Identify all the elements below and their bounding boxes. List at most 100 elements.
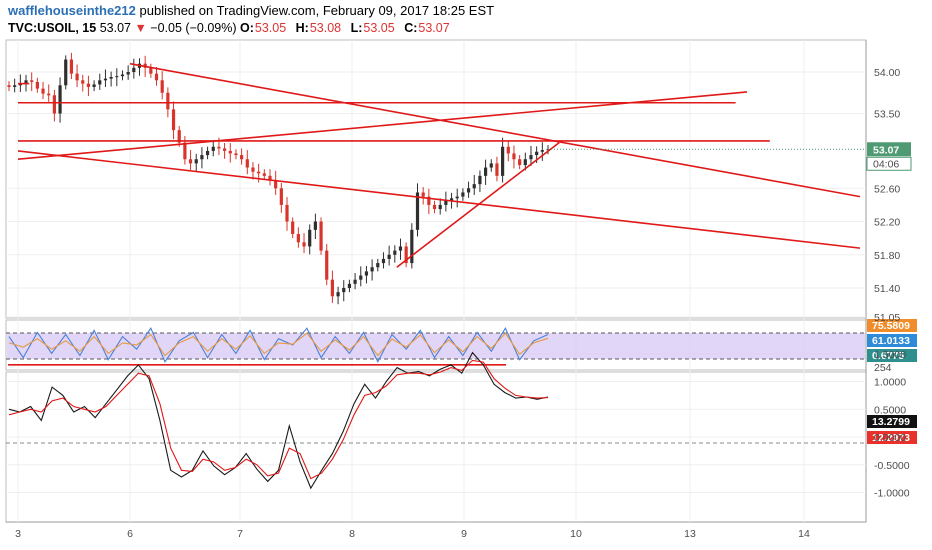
candle-body xyxy=(58,85,62,114)
candle-body xyxy=(291,221,295,234)
stoch-value-badge xyxy=(867,319,917,332)
candle-body xyxy=(109,76,113,79)
candle-body xyxy=(279,188,283,205)
candle-body xyxy=(455,196,459,199)
candle-body xyxy=(444,200,448,205)
candle-body xyxy=(404,246,408,264)
candle-body xyxy=(194,159,198,164)
symbol-line: TVC:USOIL, 15 53.07 ▼ −0.05 (−0.09%) O:5… xyxy=(8,21,456,35)
candle-body xyxy=(449,198,454,201)
candle-body xyxy=(342,288,346,293)
candle-body xyxy=(398,246,403,251)
candle-body xyxy=(421,192,425,197)
candle-body xyxy=(410,229,414,264)
candle-body xyxy=(319,221,323,251)
price-tick-label: 51.05 xyxy=(874,312,900,324)
price-tick-label: 52.60 xyxy=(874,183,900,195)
osc-tick-label: 0.5000 xyxy=(874,404,906,416)
candle-body xyxy=(64,59,68,86)
candle-body xyxy=(103,78,108,81)
low-value: 53.05 xyxy=(363,21,395,35)
candle-body xyxy=(495,163,499,176)
candle-body xyxy=(518,159,522,166)
price-tick-label: 51.40 xyxy=(874,283,900,295)
candle-body xyxy=(188,159,193,164)
price-panel[interactable]: 53.07 04:06 xyxy=(7,52,912,305)
candle-body xyxy=(461,192,465,197)
countdown-label: 04:06 xyxy=(873,158,899,170)
trendline xyxy=(17,150,861,249)
candle-body xyxy=(353,279,357,284)
panel-frames xyxy=(5,39,867,523)
osc-value-badge xyxy=(867,415,917,428)
candle-body xyxy=(47,93,51,96)
candle-body xyxy=(69,59,74,74)
candle-body xyxy=(205,150,210,156)
candle-body xyxy=(432,204,437,210)
trendline xyxy=(396,141,560,268)
candle-body xyxy=(274,180,278,189)
candle-body xyxy=(13,85,17,87)
symbol-name: TVC:USOIL, 15 xyxy=(8,21,97,35)
down-arrow-icon: ▼ xyxy=(134,21,147,35)
stoch-value-label: 0.6775 xyxy=(872,350,904,362)
candle-body xyxy=(540,150,544,152)
candle-body xyxy=(160,80,164,93)
candle-body xyxy=(523,159,527,166)
candle-body xyxy=(240,155,244,160)
candle-body xyxy=(177,130,181,143)
osc-tick-label: 1.5000 xyxy=(874,349,906,361)
candle-body xyxy=(302,242,306,247)
candle-body xyxy=(313,221,317,230)
candle-body xyxy=(18,83,22,86)
candle-body xyxy=(381,258,386,264)
candle-body xyxy=(132,67,136,72)
candle-body xyxy=(364,271,369,276)
stoch-series-line xyxy=(8,327,549,364)
osc-series-line xyxy=(8,359,549,480)
candle-body xyxy=(472,184,476,189)
candle-body xyxy=(370,267,374,272)
last-price-badge xyxy=(867,142,911,157)
candle-body xyxy=(489,163,493,168)
candle-body xyxy=(200,155,204,160)
trendline xyxy=(17,91,748,161)
candle-body xyxy=(438,204,442,210)
last-price: 53.07 xyxy=(99,21,131,35)
close-label: C: xyxy=(404,21,418,35)
candle-body xyxy=(126,72,130,75)
trendline xyxy=(129,62,861,198)
osc-value-label: 12.2973 xyxy=(872,432,910,444)
candle-body xyxy=(347,283,352,288)
high-value: 53.08 xyxy=(309,21,342,35)
candle-body xyxy=(336,292,340,297)
x-tick-label: 10 xyxy=(570,528,582,540)
open-value: 53.05 xyxy=(254,21,287,35)
candle-body xyxy=(427,196,431,205)
candle-body xyxy=(376,263,380,268)
x-tick-label: 9 xyxy=(461,528,467,540)
stoch-series-line xyxy=(8,332,549,357)
author-link[interactable]: wafflehouseinthe212 xyxy=(8,3,136,18)
stoch-value-label: 61.0133 xyxy=(872,335,910,347)
publish-line: wafflehouseinthe212 published on Trading… xyxy=(8,3,494,18)
candle-body xyxy=(393,250,397,255)
osc-tick-label: 0.0000 xyxy=(874,432,906,444)
candle-body xyxy=(285,204,289,222)
candle-body xyxy=(234,153,238,156)
x-tick-label: 7 xyxy=(237,528,243,540)
low-label: L: xyxy=(350,21,363,35)
candle-body xyxy=(223,148,227,151)
candle-body xyxy=(506,146,510,154)
candle-body xyxy=(92,84,96,87)
candle-body xyxy=(512,153,516,160)
open-label: O: xyxy=(239,21,254,35)
oscillator-panel[interactable]: 13.2799 12.2973 xyxy=(6,351,917,490)
axis-labels: 3 6 7 8 9 10 13 14 54.00 53.50 52.60 52.20 51.80 51.4… xyxy=(15,67,910,540)
x-tick-label: 14 xyxy=(798,528,810,540)
price-tick-label: 53.50 xyxy=(874,109,900,121)
candle-body xyxy=(81,80,85,84)
candle-body xyxy=(41,88,45,94)
